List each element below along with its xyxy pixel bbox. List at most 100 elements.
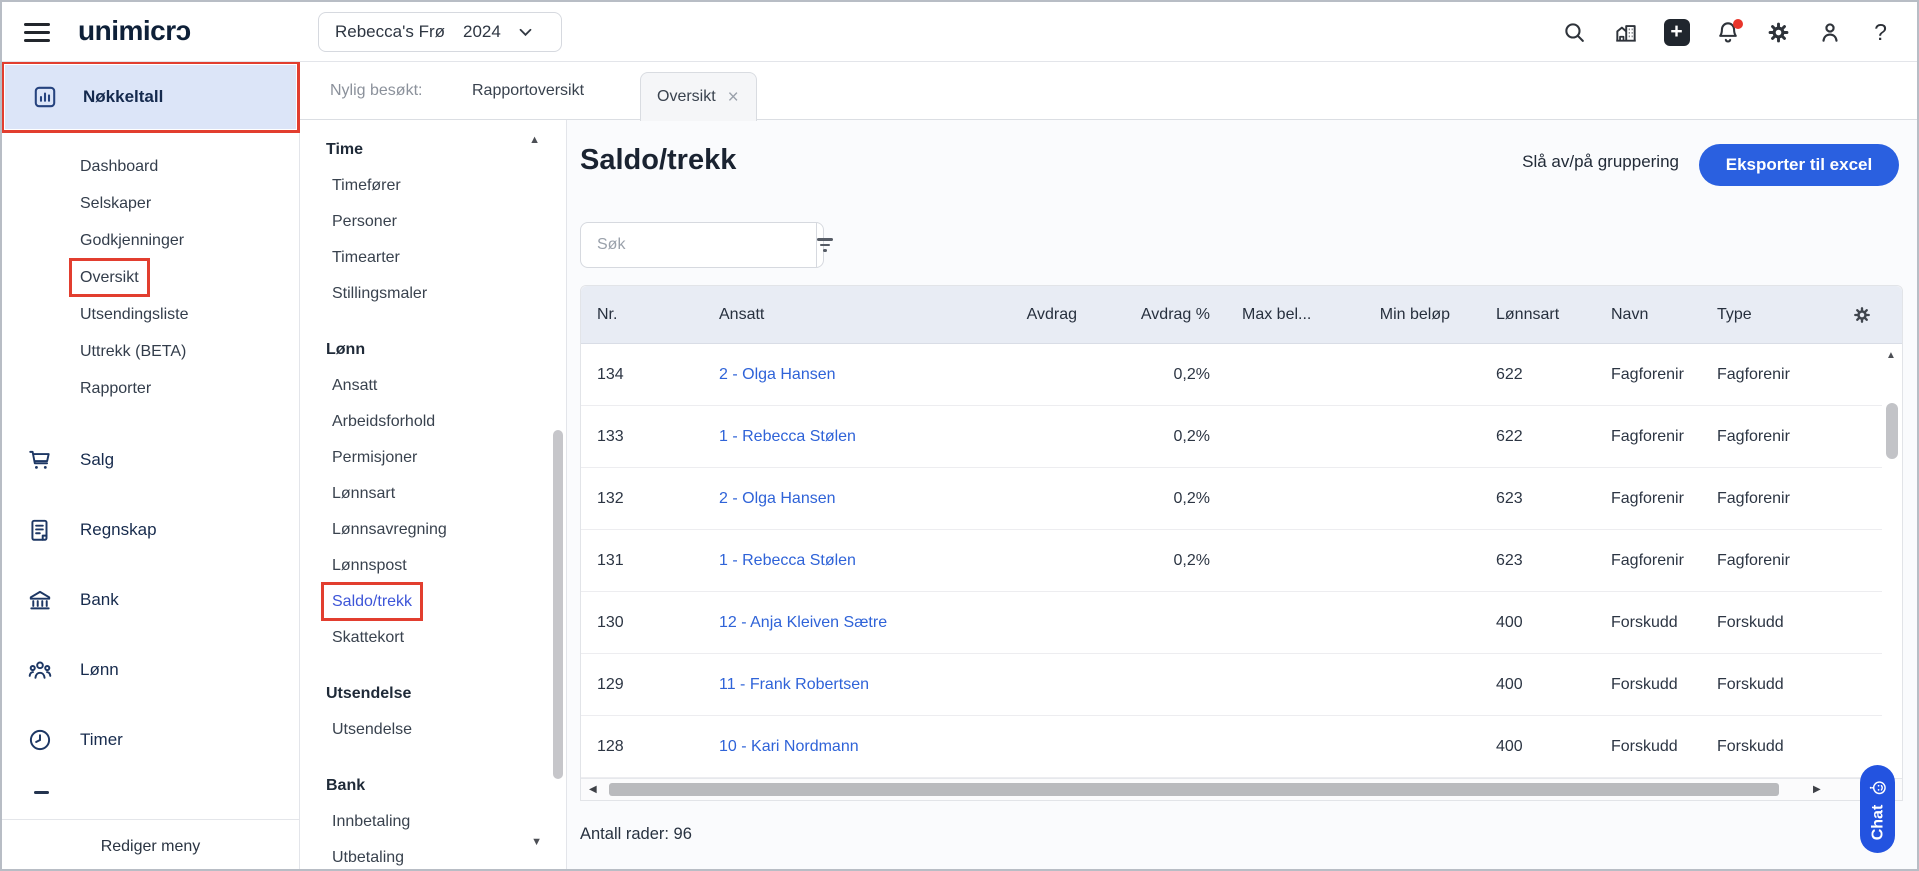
sidebar-item-utsendingsliste[interactable]: Utsendingsliste xyxy=(2,296,298,333)
sidebar-item-l-nn[interactable]: Lønn xyxy=(2,635,298,705)
column-header-avdrag[interactable]: Avdrag xyxy=(1026,306,1077,323)
column-header-navn[interactable]: Navn xyxy=(1611,306,1649,323)
table-body: 134 2 - Olga Hansen 0,2% 622 Fagforenir Fagfo… xyxy=(581,344,1882,778)
column-header-min-bel-p[interactable]: Min beløp xyxy=(1379,306,1450,323)
module-item-timef-rer[interactable]: Timefører xyxy=(300,168,566,204)
cell-avdrag: 0,2% xyxy=(1173,366,1210,383)
module-item-label: Skattekort xyxy=(332,629,405,646)
collapsed-item-dash xyxy=(34,791,49,794)
tab-oversikt[interactable]: Oversikt × xyxy=(640,72,757,121)
company-name: Rebecca's Frø xyxy=(335,22,445,41)
cell-min-bel-p xyxy=(1356,530,1466,591)
sidebar-item-rapporter[interactable]: Rapporter xyxy=(2,370,298,407)
cell-l-nnsart: 622 xyxy=(1496,428,1523,445)
cell-ansatt[interactable]: 2 - Olga Hansen xyxy=(719,366,836,383)
sidebar-item-uttrekk-beta[interactable]: Uttrekk (BETA) xyxy=(2,333,298,370)
column-header-ansatt[interactable]: Ansatt xyxy=(719,306,765,323)
module-item-l-nnsart[interactable]: Lønnsart xyxy=(300,476,566,512)
column-header-nr[interactable]: Nr. xyxy=(597,306,618,323)
vertical-scrollbar-thumb[interactable] xyxy=(1886,403,1898,459)
hamburger-menu-icon[interactable] xyxy=(24,23,50,42)
cell-type: Fagforenir xyxy=(1717,428,1790,445)
cell-navn: Fagforenir xyxy=(1611,366,1684,383)
toggle-grouping-button[interactable]: Slå av/på gruppering xyxy=(1522,152,1679,171)
sidebar-item-godkjenninger[interactable]: Godkjenninger xyxy=(2,222,298,259)
module-item-skattekort[interactable]: Skattekort xyxy=(300,620,566,656)
company-register-icon[interactable] xyxy=(1612,19,1639,46)
chevron-down-icon xyxy=(519,28,532,37)
topbar-icon-group: + ? xyxy=(1561,2,1894,62)
search-icon[interactable] xyxy=(1561,19,1588,46)
scroll-up-icon[interactable]: ▲ xyxy=(1886,350,1896,361)
cell-min-bel-p xyxy=(1356,716,1466,777)
company-selector[interactable]: Rebecca's Frø 2024 xyxy=(318,12,562,52)
profile-icon[interactable] xyxy=(1816,19,1843,46)
column-header-l-nnsart[interactable]: Lønnsart xyxy=(1496,306,1560,323)
help-icon[interactable]: ? xyxy=(1867,19,1894,46)
module-item-l-nnsavregning[interactable]: Lønnsavregning xyxy=(300,512,566,548)
module-group-l-nn: Lønn xyxy=(326,341,366,358)
cell-spacer xyxy=(1797,406,1882,467)
sidebar-item-nokkeltall[interactable]: Nøkkeltall xyxy=(2,61,300,133)
module-item-arbeidsforhold[interactable]: Arbeidsforhold xyxy=(300,404,566,440)
sidebar-item-regnskap[interactable]: Regnskap xyxy=(2,495,298,565)
bank-icon xyxy=(27,587,53,613)
table-header-row: Nr. Ansatt Avdrag Avdrag % Max bel... Min bel… xyxy=(581,286,1902,344)
cell-max-bel xyxy=(1226,592,1356,653)
column-settings-gear-icon[interactable] xyxy=(1797,286,1902,343)
module-menu-scrollbar[interactable] xyxy=(553,430,563,779)
module-item-label: Timearter xyxy=(332,249,400,266)
export-to-excel-button[interactable]: Eksporter til excel xyxy=(1699,144,1899,186)
scroll-right-icon[interactable]: ▶ xyxy=(1813,784,1821,795)
module-item-permisjoner[interactable]: Permisjoner xyxy=(300,440,566,476)
column-header-max-bel[interactable]: Max bel... xyxy=(1242,306,1312,323)
scroll-left-icon[interactable]: ◀ xyxy=(589,784,597,795)
cell-max-bel xyxy=(1226,344,1356,405)
cell-ansatt[interactable]: 2 - Olga Hansen xyxy=(719,490,836,507)
cell-ansatt[interactable]: 10 - Kari Nordmann xyxy=(719,738,859,755)
cell-max-bel xyxy=(1226,716,1356,777)
notifications-icon[interactable] xyxy=(1714,18,1743,46)
horizontal-scrollbar-thumb[interactable] xyxy=(609,783,1779,796)
sidebar-item-selskaper[interactable]: Selskaper xyxy=(2,185,298,222)
scroll-down-icon[interactable]: ▼ xyxy=(531,836,542,848)
sidebar-item-salg[interactable]: Salg xyxy=(2,425,298,495)
module-item-personer[interactable]: Personer xyxy=(300,204,566,240)
cell-ansatt[interactable]: 11 - Frank Robertsen xyxy=(719,676,869,693)
cell-nr: 130 xyxy=(597,614,624,631)
module-item-innbetaling[interactable]: Innbetaling xyxy=(300,804,566,840)
settings-gear-icon[interactable] xyxy=(1765,19,1792,46)
module-item-utsendelse[interactable]: Utsendelse xyxy=(300,712,566,748)
sidebar-item-dashboard[interactable]: Dashboard xyxy=(2,148,298,185)
chat-button[interactable]: Chat xyxy=(1860,765,1895,853)
column-header-avdrag[interactable]: Avdrag % xyxy=(1140,306,1210,323)
sidebar-item-timer[interactable]: Timer xyxy=(2,705,298,775)
cell-ansatt[interactable]: 1 - Rebecca Stølen xyxy=(719,428,856,445)
module-item-saldo-trekk[interactable]: Saldo/trekk xyxy=(300,582,566,621)
cell-type: Forskudd xyxy=(1717,738,1784,755)
cell-navn: Fagforenir xyxy=(1611,552,1684,569)
cell-l-nnsart: 623 xyxy=(1496,490,1523,507)
search-input[interactable] xyxy=(581,223,816,267)
column-header-type[interactable]: Type xyxy=(1717,306,1752,323)
add-icon[interactable]: + xyxy=(1663,18,1690,46)
page-title: Saldo/trekk xyxy=(580,144,737,176)
filter-icon[interactable] xyxy=(816,223,833,267)
sidebar-item-label: Bank xyxy=(80,590,119,609)
scroll-up-icon[interactable]: ▲ xyxy=(529,134,540,146)
cell-ansatt[interactable]: 1 - Rebecca Stølen xyxy=(719,552,856,569)
cell-navn: Forskudd xyxy=(1611,614,1678,631)
module-item-utbetaling[interactable]: Utbetaling xyxy=(300,840,566,869)
cell-type: Forskudd xyxy=(1717,676,1784,693)
module-item-l-nnspost[interactable]: Lønnspost xyxy=(300,548,566,584)
module-item-ansatt[interactable]: Ansatt xyxy=(300,368,566,404)
recent-link-rapportoversikt[interactable]: Rapportoversikt xyxy=(472,82,585,99)
cell-ansatt[interactable]: 12 - Anja Kleiven Sætre xyxy=(719,614,888,631)
sidebar-item-oversikt[interactable]: Oversikt xyxy=(2,258,298,297)
horizontal-scrollbar: ◀ ▶ xyxy=(581,778,1902,800)
sidebar-item-bank[interactable]: Bank xyxy=(2,565,298,635)
tab-close-icon[interactable]: × xyxy=(727,86,739,108)
module-item-stillingsmaler[interactable]: Stillingsmaler xyxy=(300,276,566,312)
module-item-timearter[interactable]: Timearter xyxy=(300,240,566,276)
edit-menu-button[interactable]: Rediger meny xyxy=(2,820,299,869)
